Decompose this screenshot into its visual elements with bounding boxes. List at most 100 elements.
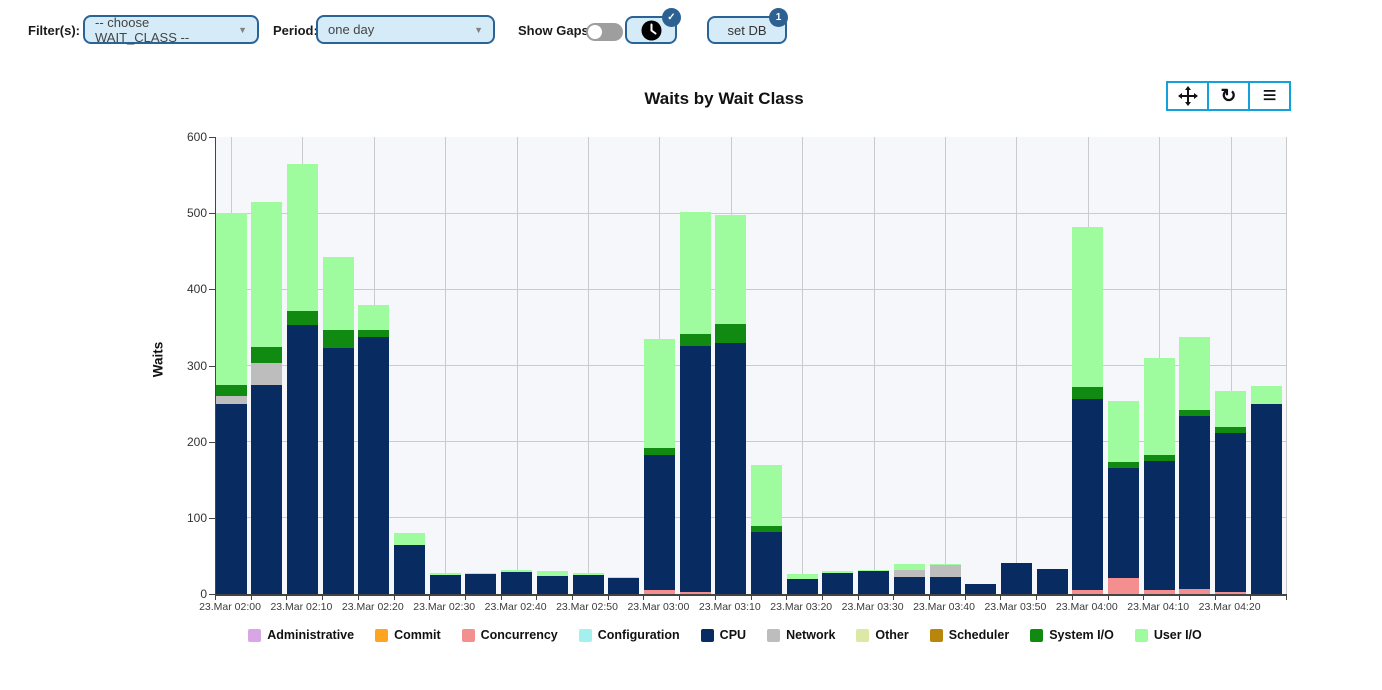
bar-segment-user_io[interactable] [643,338,675,448]
bar-segment-system_io[interactable] [358,329,390,337]
bar-23-Mar-04-00[interactable] [1072,226,1104,594]
bar-segment-cpu[interactable] [572,574,604,594]
bar-segment-user_io[interactable] [1179,336,1211,411]
bar-23-Mar-02-45[interactable] [536,571,568,594]
bar-segment-cpu[interactable] [643,454,675,591]
bar-23-Mar-04-10[interactable] [1143,357,1175,594]
legend-item-scheduler[interactable]: Scheduler [929,628,1009,642]
bar-23-Mar-02-55[interactable] [608,576,640,594]
bar-segment-concurrency[interactable] [1179,588,1211,594]
legend-item-commit[interactable]: Commit [375,628,441,642]
bar-segment-user_io[interactable] [608,576,640,579]
bar-segment-cpu[interactable] [679,346,711,592]
bar-segment-concurrency[interactable] [1108,578,1139,594]
bar-segment-system_io[interactable] [715,323,747,343]
bar-segment-user_io[interactable] [786,574,818,579]
bar-23-Mar-02-50[interactable] [572,573,604,594]
bar-23-Mar-03-45[interactable] [965,584,997,594]
bar-23-Mar-04-15[interactable] [1179,336,1211,594]
bar-23-Mar-03-40[interactable] [929,563,961,594]
bar-23-Mar-03-20[interactable] [786,574,818,594]
bar-segment-concurrency[interactable] [1215,592,1247,594]
bar-23-Mar-03-30[interactable] [858,569,890,594]
bar-segment-system_io[interactable] [751,526,782,533]
bar-23-Mar-03-55[interactable] [1036,568,1068,594]
bar-segment-user_io[interactable] [501,569,533,572]
bar-segment-concurrency[interactable] [1143,590,1175,594]
bar-segment-cpu[interactable] [751,532,782,594]
bar-segment-concurrency[interactable] [679,591,711,594]
bar-segment-cpu[interactable] [1108,468,1139,579]
bar-23-Mar-04-20[interactable] [1215,390,1247,594]
bar-segment-system_io[interactable] [215,384,247,396]
bar-segment-cpu[interactable] [1072,399,1104,591]
bar-segment-user_io[interactable] [322,256,354,330]
wait-class-select[interactable]: -- choose WAIT_CLASS -- ▼ [83,15,259,45]
bar-23-Mar-03-35[interactable] [893,563,925,594]
bar-23-Mar-02-10[interactable] [286,163,318,594]
bar-segment-cpu[interactable] [929,577,961,594]
pan-button[interactable] [1166,81,1209,111]
bar-segment-cpu[interactable] [858,571,890,594]
bar-segment-network[interactable] [215,395,247,404]
bar-segment-user_io[interactable] [429,573,461,575]
bar-segment-cpu[interactable] [1036,568,1068,594]
bar-segment-cpu[interactable] [1179,415,1211,589]
bar-segment-user_io[interactable] [1072,226,1104,387]
bar-23-Mar-02-40[interactable] [501,569,533,594]
bar-23-Mar-03-10[interactable] [715,214,747,594]
bar-segment-cpu[interactable] [893,577,925,594]
bar-segment-user_io[interactable] [572,573,604,575]
bar-segment-cpu[interactable] [286,325,318,594]
bar-segment-user_io[interactable] [1250,386,1282,404]
bar-segment-user_io[interactable] [858,569,890,572]
bar-segment-user_io[interactable] [929,563,961,566]
legend-item-other[interactable]: Other [856,628,909,642]
bar-segment-user_io[interactable] [1108,400,1139,463]
bar-segment-cpu[interactable] [1215,432,1247,593]
bar-segment-user_io[interactable] [679,211,711,335]
bar-segment-network[interactable] [251,363,283,385]
bar-segment-system_io[interactable] [1108,462,1139,469]
bar-segment-cpu[interactable] [465,574,497,594]
bar-segment-cpu[interactable] [394,545,425,594]
legend-item-cpu[interactable]: CPU [700,628,746,642]
bar-segment-cpu[interactable] [1000,562,1032,594]
legend-item-system_io[interactable]: System I/O [1030,628,1114,642]
legend-item-network[interactable]: Network [767,628,835,642]
bar-segment-user_io[interactable] [465,572,497,575]
bar-segment-system_io[interactable] [1179,410,1211,416]
bar-segment-cpu[interactable] [1143,461,1175,591]
legend-item-administrative[interactable]: Administrative [248,628,354,642]
bar-segment-user_io[interactable] [394,533,425,546]
bar-segment-cpu[interactable] [536,575,568,594]
bar-segment-user_io[interactable] [1143,357,1175,455]
show-gaps-toggle[interactable] [586,23,623,41]
bar-segment-concurrency[interactable] [643,590,675,594]
bar-segment-user_io[interactable] [751,465,782,527]
bar-23-Mar-02-35[interactable] [465,572,497,594]
bar-segment-system_io[interactable] [286,311,318,326]
menu-button[interactable]: ≡ [1248,81,1291,111]
bar-segment-system_io[interactable] [1072,386,1104,400]
bar-23-Mar-02-30[interactable] [429,573,461,594]
bar-23-Mar-03-05[interactable] [679,211,711,594]
bar-segment-system_io[interactable] [1215,427,1247,433]
bar-segment-cpu[interactable] [215,403,247,594]
period-select[interactable]: one day ▼ [316,15,495,44]
bar-23-Mar-03-15[interactable] [751,465,782,594]
bar-segment-user_io[interactable] [215,213,247,385]
reset-view-button[interactable]: ↻ [1207,81,1250,111]
bar-23-Mar-03-25[interactable] [822,571,854,594]
legend-item-configuration[interactable]: Configuration [578,628,680,642]
bar-segment-system_io[interactable] [322,329,354,348]
bar-segment-user_io[interactable] [286,163,318,312]
bar-segment-concurrency[interactable] [1072,590,1104,594]
bar-segment-network[interactable] [893,569,925,578]
bar-23-Mar-04-05[interactable] [1108,400,1139,594]
bar-segment-cpu[interactable] [965,584,997,594]
bar-23-Mar-02-20[interactable] [358,304,390,594]
bar-23-Mar-02-00[interactable] [215,213,247,594]
bar-23-Mar-03-00[interactable] [643,338,675,594]
bar-23-Mar-02-15[interactable] [322,256,354,594]
